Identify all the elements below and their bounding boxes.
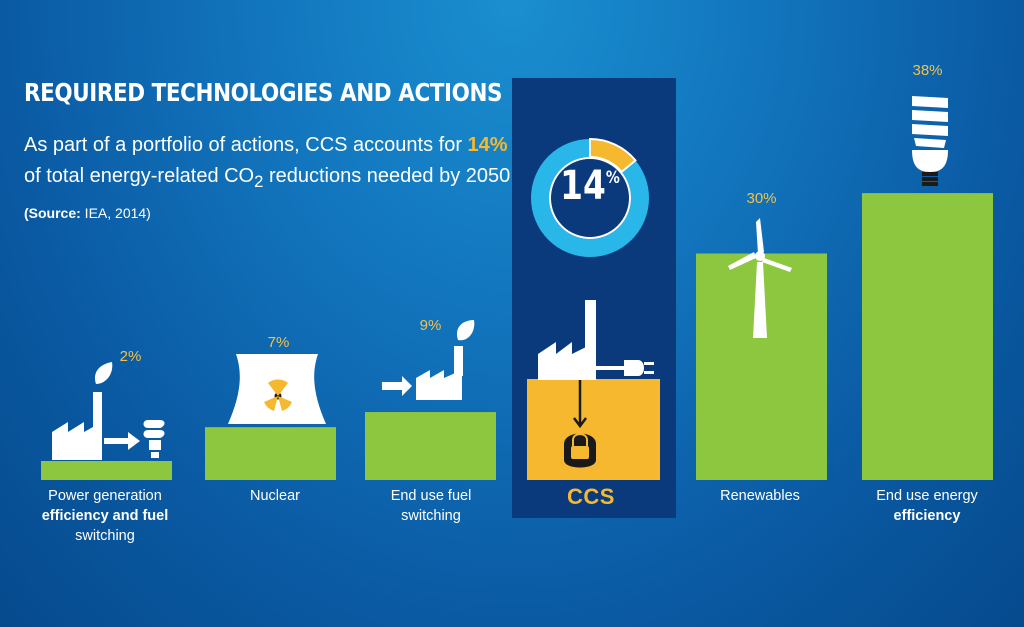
bar-power-generation: [41, 461, 172, 480]
category-label-line: efficiency: [893, 508, 961, 524]
source-text: IEA, 2014): [80, 205, 151, 221]
category-label-line: Renewables: [720, 488, 800, 504]
chart-title: REQUIRED TECHNOLOGIES AND ACTIONS: [24, 78, 503, 107]
value-label-renewables: 30%: [746, 190, 777, 207]
category-label-efficiency: End use energy efficiency: [852, 486, 1002, 526]
bar-ccs: [527, 379, 660, 480]
donut-value-label: 14%: [549, 163, 631, 209]
category-label-line: switching: [75, 528, 135, 544]
bar-efficiency: [862, 193, 993, 480]
wind-turbine-icon: [728, 218, 792, 338]
subtitle-subscript: 2: [254, 172, 264, 191]
subtitle-text-1: As part of a portfolio of actions, CCS a…: [24, 134, 468, 156]
category-label-line: efficiency and fuel: [41, 508, 169, 524]
subtitle-highlight: 14%: [467, 134, 508, 156]
category-label-line: switching: [401, 508, 461, 524]
bar-nuclear: [205, 427, 336, 480]
bar-end-use-fuel: [365, 412, 496, 480]
value-label-nuclear: 7%: [267, 334, 290, 351]
category-label-line: End use fuel: [390, 488, 472, 504]
nuclear-plant-icon: [228, 354, 326, 424]
donut-slice: [589, 137, 637, 174]
cfl-bulb-icon: [912, 96, 948, 186]
value-label-end-use-fuel: 9%: [419, 317, 442, 334]
subtitle-text-3: reductions needed by 2050.: [263, 165, 516, 187]
category-label-line: Power generation: [48, 488, 162, 504]
factory-leaf-icon: [382, 320, 475, 400]
source-label: (Source:: [24, 205, 81, 221]
value-label-power-generation: 2%: [119, 348, 142, 365]
chart-subtitle: As part of a portfolio of actions, CCS a…: [24, 130, 524, 229]
category-label-renewables: Renewables: [685, 486, 835, 506]
factory-bulb-icon: [52, 362, 165, 460]
category-label-nuclear: Nuclear: [200, 486, 350, 506]
category-label-power-generation: Power generation efficiency and fuel swi…: [30, 486, 180, 546]
category-label-end-use-fuel: End use fuel switching: [356, 486, 506, 526]
source-note: (Source: IEA, 2014): [24, 205, 151, 221]
donut-unit: %: [605, 168, 620, 188]
donut-value: 14: [560, 163, 606, 209]
category-label-line: Nuclear: [250, 488, 300, 504]
factory-plug-lock-icon: [538, 300, 654, 468]
category-label-ccs: CCS: [567, 484, 615, 509]
value-label-efficiency: 38%: [912, 62, 943, 79]
subtitle-text-2: of total energy-related CO: [24, 165, 255, 187]
category-label-line: End use energy: [876, 488, 978, 504]
bars-layer: [41, 193, 993, 480]
